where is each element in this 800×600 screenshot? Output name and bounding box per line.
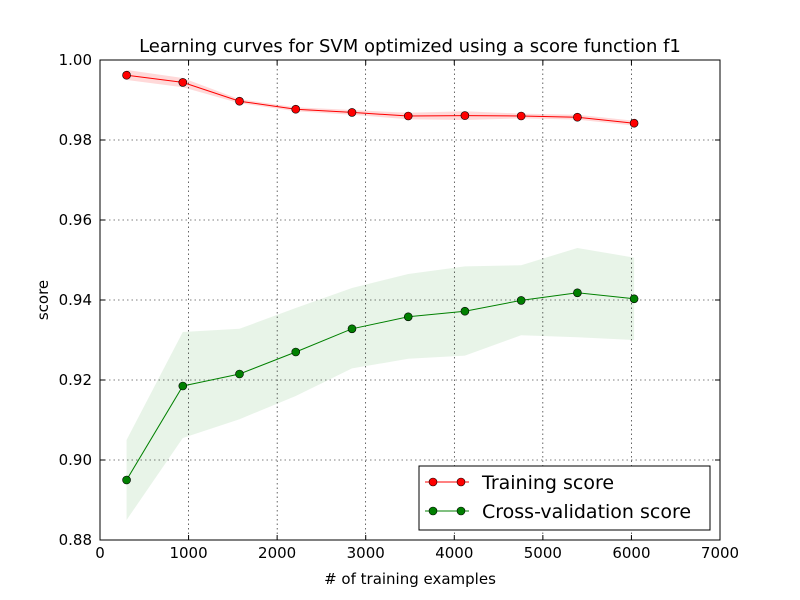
x-tick-label: 1000 — [169, 544, 207, 562]
data-point-1 — [573, 288, 582, 298]
data-point-1 — [516, 296, 526, 305]
data-point-1 — [122, 475, 131, 485]
y-tick-label: 0.94 — [59, 291, 92, 309]
data-point-1 — [629, 294, 639, 304]
data-point-0 — [460, 111, 470, 120]
data-point-1 — [291, 347, 301, 357]
series-line-1 — [126, 292, 635, 481]
axis-ticks — [99, 59, 721, 541]
y-tick-label: 0.88 — [59, 531, 92, 549]
x-tick-label: 7000 — [701, 544, 739, 562]
x-tick-label: 6000 — [612, 544, 650, 562]
data-point-0 — [235, 96, 244, 106]
legend-marker-cv — [428, 506, 438, 516]
data-point-0 — [178, 78, 188, 87]
data-point-0 — [573, 112, 582, 122]
data-point-1 — [235, 369, 244, 379]
y-tick-label: 0.98 — [59, 131, 92, 149]
data-point-0 — [347, 108, 357, 117]
x-axis-label: # of training examples — [324, 570, 496, 588]
chart-title: Learning curves for SVM optimized using … — [139, 36, 681, 57]
legend-box — [418, 465, 711, 531]
data-point-0 — [403, 111, 413, 121]
x-tick-label: 4000 — [435, 544, 473, 562]
y-tick-label: 0.96 — [59, 211, 92, 229]
legend-marker-training — [456, 477, 466, 487]
data-point-1 — [347, 324, 357, 334]
data-point-0 — [122, 70, 131, 80]
data-point-1 — [460, 306, 470, 316]
x-tick-label: 3000 — [347, 544, 385, 562]
x-tick-label: 2000 — [258, 544, 296, 562]
legend-label-training: Training score — [481, 472, 614, 494]
tick-labels: 0 1000 2000 3000 4000 5000 6000 7000 0.88 0.90 0.9… — [59, 51, 740, 562]
y-axis-label: score — [34, 280, 52, 320]
y-tick-label: 0.92 — [59, 371, 92, 389]
legend-label-cv: Cross-validation score — [482, 501, 691, 523]
legend: Training score Cross-validation score — [418, 465, 711, 531]
legend-marker-cv — [456, 506, 466, 516]
x-tick-label: 5000 — [524, 544, 562, 562]
series-line-0 — [126, 74, 635, 124]
series-points — [122, 70, 639, 485]
confidence-band-1 — [126, 248, 635, 520]
data-point-0 — [516, 111, 526, 121]
legend-marker-training — [428, 477, 438, 487]
y-tick-label: 1.00 — [59, 51, 92, 69]
data-point-1 — [178, 381, 188, 391]
data-point-1 — [403, 312, 413, 322]
x-tick-label: 0 — [95, 544, 105, 562]
data-point-0 — [629, 118, 639, 128]
data-point-0 — [291, 104, 301, 114]
y-tick-label: 0.90 — [59, 451, 92, 469]
series-lines — [126, 74, 635, 481]
